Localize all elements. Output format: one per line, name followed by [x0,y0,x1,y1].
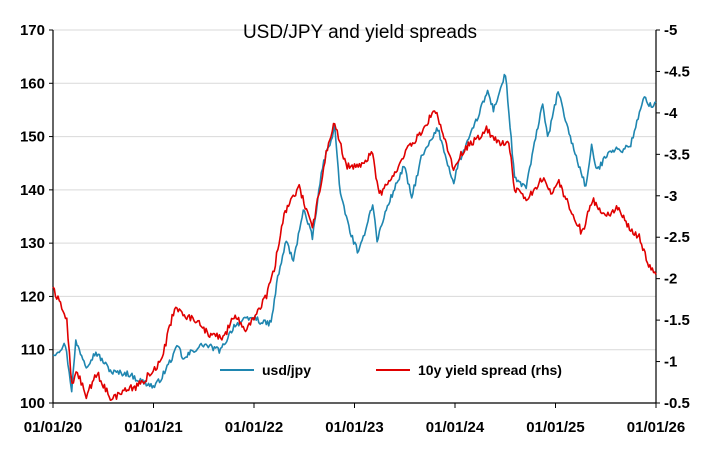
y-tick-label-160: 160 [20,75,45,92]
y2-tick-label-9: -5 [664,22,677,39]
series-lines [52,73,657,402]
y2-tick-label-1: -1 [664,354,677,371]
axes [49,29,660,408]
series-line-yield-spread [52,110,657,402]
y2-tick-label-8: -4.5 [664,63,690,80]
tick-labels: 100 110 120 130 140 150 160 170 -0.5 -1 -1.5 -2 -2.5… [20,22,690,436]
y-tick-label-110: 110 [21,342,45,359]
y2-tick-label-3: -2 [664,271,677,288]
legend-label-usdjpy: usd/jpy [262,362,311,378]
legend: usd/jpy 10y yield spread (rhs) [220,362,562,378]
y-tick-label-140: 140 [20,182,45,199]
y2-tick-label-6: -3.5 [664,146,690,163]
series-line-usdjpy [52,73,657,393]
legend-label-yield-spread: 10y yield spread (rhs) [418,362,562,378]
y-tick-label-100: 100 [20,395,45,412]
x-tick-label-3: 01/01/23 [325,419,383,436]
y2-tick-label-5: -3 [664,188,677,205]
y-tick-label-130: 130 [20,235,45,252]
y-tick-label-170: 170 [20,22,45,39]
y2-tick-label-7: -4 [664,105,678,122]
y-tick-label-150: 150 [20,129,45,146]
x-tick-label-6: 01/01/26 [627,419,685,436]
y2-tick-label-0: -0.5 [664,395,690,412]
x-tick-label-4: 01/01/24 [426,419,485,436]
x-tick-label-5: 01/01/25 [526,419,584,436]
y2-tick-label-4: -2.5 [664,229,690,246]
chart-title: USD/JPY and yield spreads [243,22,477,43]
x-tick-label-1: 01/01/21 [124,419,182,436]
y2-tick-label-2: -1.5 [664,312,690,329]
y-tick-label-120: 120 [20,288,45,305]
gridlines [53,29,656,351]
x-tick-label-0: 01/01/20 [24,419,82,436]
x-tick-label-2: 01/01/22 [225,419,283,436]
